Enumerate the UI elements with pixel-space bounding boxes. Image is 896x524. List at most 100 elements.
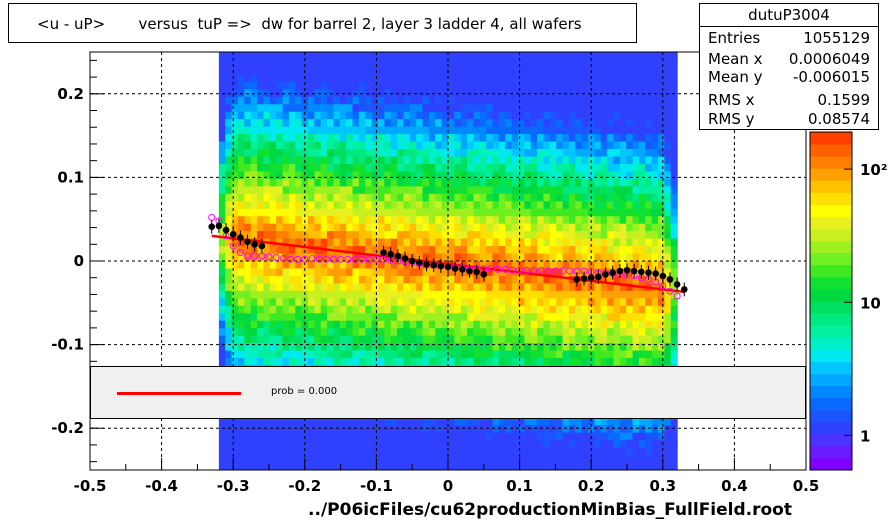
heatmap-cell (218, 223, 226, 232)
heatmap-cell (384, 290, 392, 299)
heatmap-cell (664, 246, 672, 255)
heatmap-cell (556, 358, 564, 367)
heatmap-cell (295, 246, 303, 255)
heatmap-cell (295, 313, 303, 322)
heatmap-cell (416, 425, 424, 434)
open-profile-point (487, 265, 495, 273)
heatmap-cell (409, 149, 417, 158)
heatmap-cell (403, 261, 411, 270)
heatmap-cell (244, 81, 252, 90)
heatmap-cell (339, 208, 347, 217)
heatmap-cell (314, 328, 322, 337)
heatmap-cell (632, 74, 640, 83)
heatmap-cell (613, 425, 621, 434)
heatmap-cell (403, 201, 411, 210)
heatmap-cell (390, 66, 398, 75)
heatmap-cell (339, 320, 347, 329)
heatmap-cell (327, 261, 335, 270)
heatmap-cell (320, 335, 328, 344)
heatmap-cell (231, 246, 239, 255)
heatmap-cell (460, 74, 468, 83)
black-profile-point (208, 223, 216, 231)
heatmap-cell (581, 216, 589, 225)
heatmap-cell (498, 238, 506, 247)
heatmap-cell (486, 246, 494, 255)
heatmap-cell (543, 208, 551, 217)
heatmap-cell (390, 350, 398, 359)
heatmap-cell (218, 313, 226, 322)
heatmap-cell (594, 447, 602, 456)
heatmap-cell (543, 328, 551, 337)
heatmap-cell (562, 141, 570, 150)
heatmap-cell (441, 462, 449, 470)
heatmap-cell (276, 66, 284, 75)
heatmap-cell (588, 178, 595, 187)
heatmap-cell (670, 447, 678, 456)
heatmap-cell (448, 231, 455, 240)
heatmap-cell (282, 425, 290, 434)
palette-swatch (810, 361, 852, 374)
heatmap-cell (492, 59, 500, 68)
heatmap-cell (651, 328, 659, 337)
heatmap-cell (301, 111, 309, 120)
heatmap-cell (244, 462, 252, 470)
heatmap-cell (473, 156, 481, 165)
heatmap-cell (511, 89, 519, 98)
heatmap-cell (422, 425, 430, 434)
heatmap-cell (384, 149, 392, 158)
heatmap-cell (543, 350, 551, 359)
heatmap-cell (403, 134, 411, 143)
heatmap-cell (352, 178, 360, 187)
heatmap-cell (327, 283, 335, 292)
heatmap-cell (511, 141, 519, 150)
heatmap-cell (556, 74, 564, 83)
heatmap-cell (638, 455, 646, 464)
heatmap-cell (448, 178, 455, 187)
heatmap-cell (320, 66, 328, 75)
heatmap-cell (658, 231, 665, 240)
heatmap-cell (670, 201, 678, 210)
heatmap-cell (231, 432, 239, 441)
heatmap-cell (397, 104, 405, 113)
heatmap-cell (365, 126, 373, 135)
heatmap-cell (473, 343, 481, 352)
heatmap-cell (575, 268, 583, 277)
heatmap-cell (218, 163, 226, 173)
heatmap-cell (549, 178, 557, 187)
heatmap-cell (511, 104, 519, 113)
heatmap-cell (327, 238, 335, 247)
heatmap-cell (346, 343, 354, 352)
black-profile-point (673, 281, 681, 288)
heatmap-cell (613, 193, 621, 202)
heatmap-cell (244, 149, 252, 158)
heatmap-cell (237, 208, 245, 217)
heatmap-cell (250, 223, 258, 232)
open-profile-point (566, 267, 574, 275)
heatmap-cell (607, 253, 615, 262)
heatmap-cell (244, 350, 252, 359)
heatmap-cell (435, 134, 443, 143)
heatmap-cell (282, 335, 290, 344)
heatmap-cell (269, 268, 277, 277)
heatmap-cell (314, 201, 322, 210)
open-profile-point (286, 255, 294, 263)
heatmap-cell (250, 119, 258, 128)
heatmap-cell (390, 455, 398, 464)
heatmap-cell (588, 59, 595, 68)
heatmap-cell (403, 425, 411, 434)
heatmap-cell (314, 343, 322, 352)
heatmap-cell (358, 66, 366, 75)
heatmap-cell (403, 156, 411, 165)
open-profile-point (530, 266, 538, 274)
heatmap-cell (454, 313, 462, 322)
heatmap-cell (613, 275, 621, 284)
heatmap-cell (607, 343, 615, 352)
black-profile-point (595, 273, 602, 281)
heatmap-cell (518, 201, 525, 210)
heatmap-cell (530, 96, 538, 105)
heatmap-cell (244, 313, 252, 322)
heatmap-cell (435, 447, 443, 456)
stat-row-mean-x: Mean x 0.0006049 (708, 50, 870, 70)
heatmap-cell (441, 350, 449, 359)
palette-swatch (810, 168, 852, 181)
